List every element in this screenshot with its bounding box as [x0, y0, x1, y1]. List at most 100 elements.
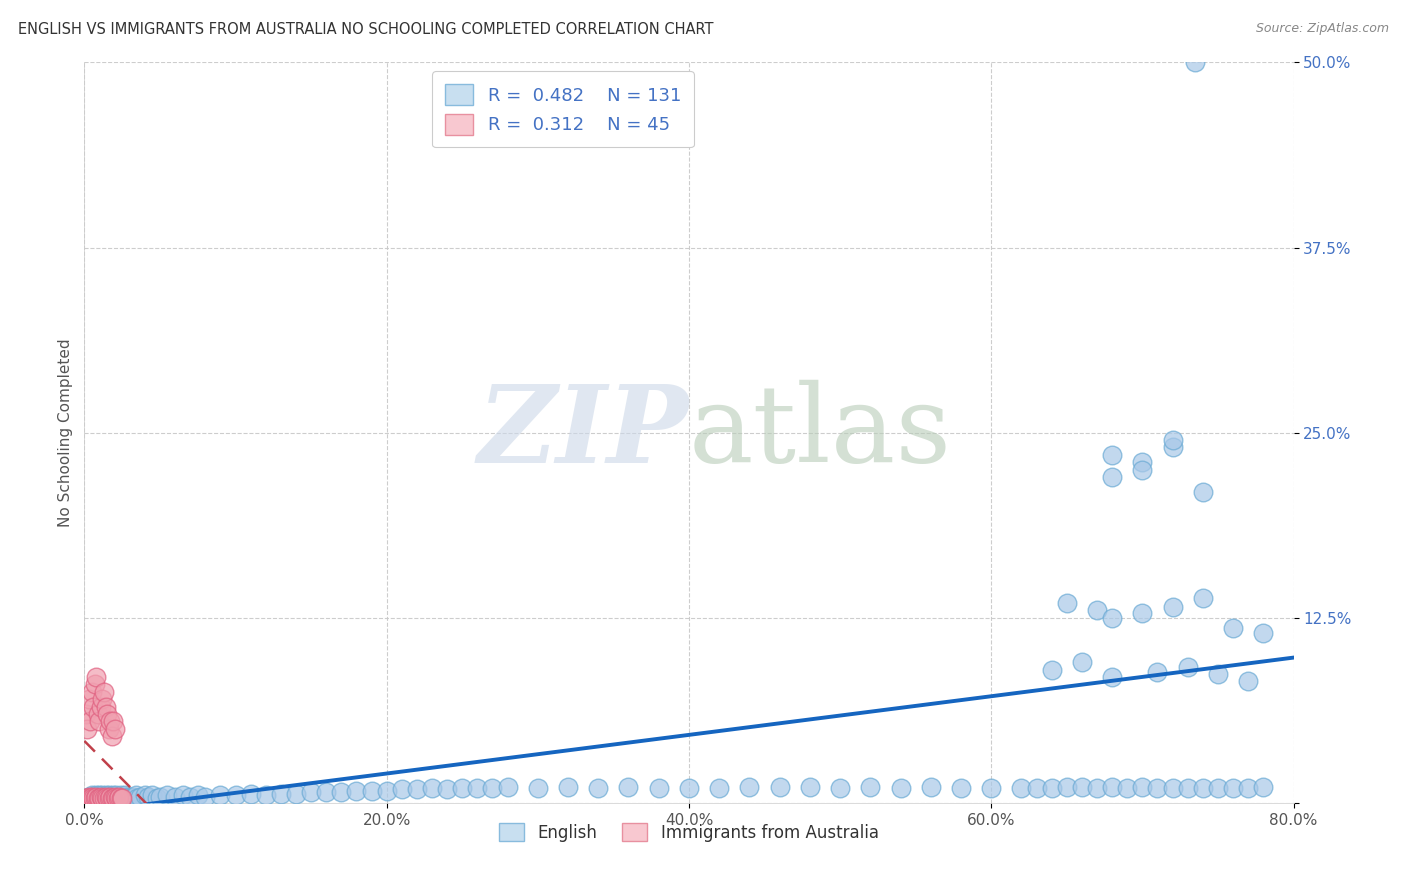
Point	[315, 785, 337, 799]
Point	[98, 789, 121, 804]
Point	[1161, 433, 1184, 447]
Point	[107, 791, 129, 805]
Point	[920, 780, 942, 794]
Point	[557, 780, 579, 794]
Point	[101, 789, 124, 803]
Point	[89, 793, 111, 807]
Point	[225, 789, 247, 803]
Point	[1192, 780, 1215, 795]
Point	[830, 780, 852, 795]
Point	[91, 793, 114, 807]
Point	[121, 789, 143, 804]
Point	[104, 789, 127, 804]
Point	[156, 789, 179, 803]
Point	[149, 789, 172, 804]
Point	[79, 714, 101, 729]
Point	[97, 722, 120, 736]
Point	[1101, 448, 1123, 462]
Point	[97, 791, 120, 805]
Point	[98, 714, 121, 729]
Point	[187, 789, 209, 803]
Point	[1130, 780, 1153, 794]
Point	[1192, 591, 1215, 606]
Point	[127, 791, 149, 805]
Point	[285, 787, 308, 801]
Point	[980, 780, 1002, 795]
Point	[1085, 780, 1108, 795]
Point	[75, 791, 97, 805]
Point	[678, 780, 700, 795]
Point	[101, 714, 124, 729]
Point	[89, 789, 111, 803]
Point	[94, 789, 117, 804]
Point	[91, 692, 114, 706]
Point	[617, 780, 640, 794]
Point	[1206, 780, 1229, 795]
Point	[86, 789, 108, 803]
Point	[496, 780, 519, 794]
Point	[87, 706, 110, 721]
Point	[108, 789, 131, 804]
Point	[1025, 780, 1047, 795]
Legend: English, Immigrants from Australia: English, Immigrants from Australia	[491, 815, 887, 850]
Point	[118, 791, 141, 805]
Point	[93, 789, 115, 804]
Point	[1177, 659, 1199, 673]
Point	[1101, 470, 1123, 484]
Point	[90, 699, 112, 714]
Point	[84, 677, 107, 691]
Point	[94, 699, 117, 714]
Text: ZIP: ZIP	[478, 380, 689, 485]
Point	[117, 789, 139, 804]
Point	[1101, 610, 1123, 624]
Point	[89, 714, 111, 729]
Point	[76, 722, 98, 736]
Point	[950, 780, 973, 795]
Point	[1206, 667, 1229, 681]
Point	[114, 789, 136, 803]
Point	[105, 789, 128, 803]
Point	[82, 791, 104, 805]
Point	[467, 780, 489, 795]
Point	[1177, 780, 1199, 795]
Point	[1237, 780, 1260, 795]
Point	[1056, 596, 1078, 610]
Point	[105, 791, 128, 805]
Point	[1130, 607, 1153, 621]
Point	[91, 789, 114, 803]
Point	[80, 789, 103, 803]
Point	[93, 791, 115, 805]
Point	[270, 787, 292, 801]
Point	[86, 670, 108, 684]
Point	[80, 685, 103, 699]
Point	[111, 791, 134, 805]
Point	[1237, 674, 1260, 689]
Point	[97, 789, 120, 803]
Point	[1040, 663, 1063, 677]
Point	[91, 791, 114, 805]
Point	[1130, 462, 1153, 476]
Point	[1040, 780, 1063, 795]
Point	[101, 791, 124, 805]
Point	[90, 789, 112, 804]
Point	[110, 791, 132, 805]
Point	[1184, 55, 1206, 70]
Point	[1161, 600, 1184, 615]
Point	[96, 791, 118, 805]
Point	[77, 692, 100, 706]
Point	[1071, 655, 1094, 669]
Point	[93, 791, 115, 805]
Point	[1146, 665, 1168, 680]
Point	[86, 789, 108, 804]
Point	[104, 722, 127, 736]
Point	[76, 791, 98, 805]
Point	[97, 793, 120, 807]
Point	[82, 699, 104, 714]
Point	[86, 793, 108, 807]
Point	[134, 789, 156, 803]
Point	[75, 706, 97, 721]
Point	[76, 793, 98, 807]
Point	[1253, 780, 1275, 794]
Point	[80, 793, 103, 807]
Point	[481, 780, 503, 795]
